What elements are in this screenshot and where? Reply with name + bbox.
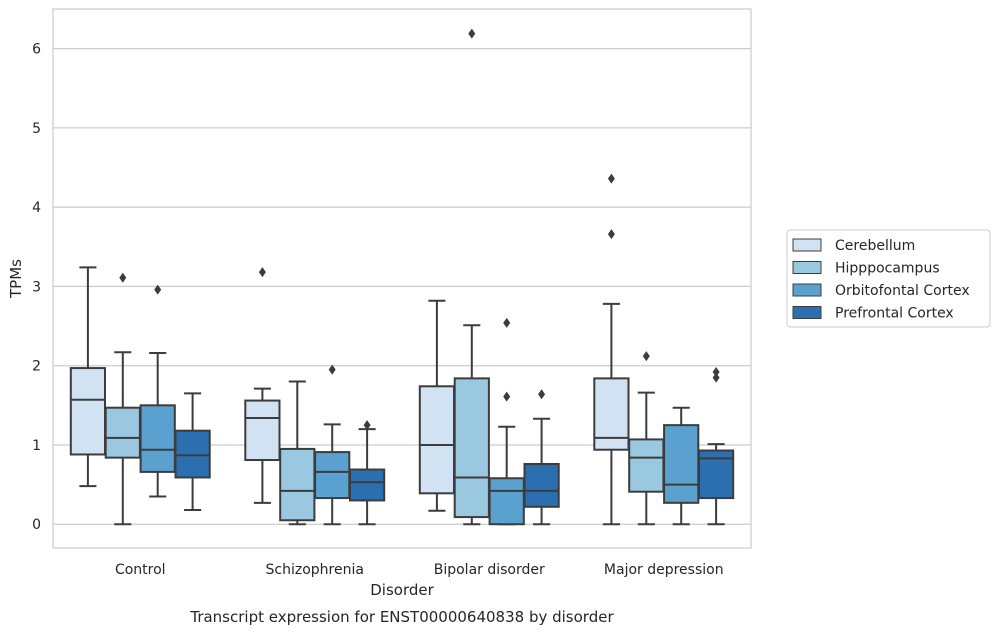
legend-swatch xyxy=(792,261,822,274)
outlier-point xyxy=(538,389,546,400)
box-body xyxy=(418,385,456,495)
box-2-2 xyxy=(488,317,525,526)
box-body xyxy=(314,451,351,500)
box-body xyxy=(279,447,316,522)
outlier-point xyxy=(642,351,650,362)
outlier-point xyxy=(503,317,511,328)
x-tick-label: Major depression xyxy=(604,562,724,578)
outlier-point xyxy=(258,267,266,278)
x-tick-label: Bipolar disorder xyxy=(434,562,545,578)
box-2-3 xyxy=(523,389,560,526)
outlier-point xyxy=(119,272,127,283)
y-tick-labels: 0 1 2 3 4 5 6 xyxy=(32,42,41,534)
box-body xyxy=(174,429,211,479)
box-body xyxy=(628,438,665,493)
outlier-point xyxy=(328,364,336,375)
box-0-0 xyxy=(69,266,107,488)
legend-label: Hipppocampus xyxy=(835,261,940,277)
box-1-3 xyxy=(348,420,386,526)
y-tick-label: 3 xyxy=(32,279,41,295)
legend-swatch xyxy=(792,238,822,252)
legend-frame xyxy=(786,229,991,328)
box-body xyxy=(139,404,176,473)
box-2-0 xyxy=(418,299,456,512)
y-tick-label: 2 xyxy=(32,359,41,375)
chart-caption: Transcript expression for ENST0000064083… xyxy=(189,608,614,626)
legend-label: Orbitofontal Cortex xyxy=(835,283,970,299)
y-tick-label: 5 xyxy=(32,121,41,137)
outlier-point xyxy=(363,420,371,431)
outlier-point xyxy=(712,372,720,383)
legend-label: Cerebellum xyxy=(835,238,915,254)
box-groups xyxy=(69,28,735,526)
y-tick-label: 4 xyxy=(32,200,41,216)
x-tick-labels: Control Schizophrenia Bipolar disorder Majo… xyxy=(115,562,724,578)
box-body xyxy=(663,424,700,504)
box-1-1 xyxy=(279,380,316,526)
box-3-1 xyxy=(628,351,665,526)
box-3-0 xyxy=(593,173,630,526)
box-body xyxy=(593,377,630,451)
box-2-1 xyxy=(453,28,490,526)
x-tick-label: Control xyxy=(115,562,166,578)
box-3-2 xyxy=(663,406,700,526)
x-tick-label: Schizophrenia xyxy=(266,562,364,578)
y-axis-label: TPMs xyxy=(7,259,25,299)
box-1-0 xyxy=(244,267,281,504)
legend-label: Prefrontal Cortex xyxy=(835,306,954,322)
box-body xyxy=(453,377,490,519)
outlier-point xyxy=(712,367,720,378)
box-body xyxy=(348,468,386,502)
y-tick-label: 0 xyxy=(32,517,41,533)
legend-swatch xyxy=(792,306,822,319)
box-body xyxy=(69,367,107,456)
box-3-3 xyxy=(697,367,735,526)
y-tick-label: 1 xyxy=(32,438,41,454)
legend-swatch xyxy=(792,283,822,297)
box-0-2 xyxy=(139,284,176,498)
outlier-point xyxy=(468,28,476,39)
outlier-point xyxy=(607,173,615,184)
box-body xyxy=(488,477,525,526)
box-body xyxy=(523,462,560,508)
outlier-point xyxy=(154,284,162,295)
box-0-3 xyxy=(174,392,211,511)
outlier-point xyxy=(607,229,615,240)
box-body xyxy=(244,399,281,462)
box-body xyxy=(104,406,141,459)
x-axis-label: Disorder xyxy=(370,581,434,599)
box-0-1 xyxy=(104,272,141,526)
plot-frame xyxy=(52,8,752,549)
y-tick-label: 6 xyxy=(32,42,41,58)
outlier-point xyxy=(503,391,511,402)
legend: Cerebellum Hipppocampus Orbitofontal Corte… xyxy=(786,229,991,328)
